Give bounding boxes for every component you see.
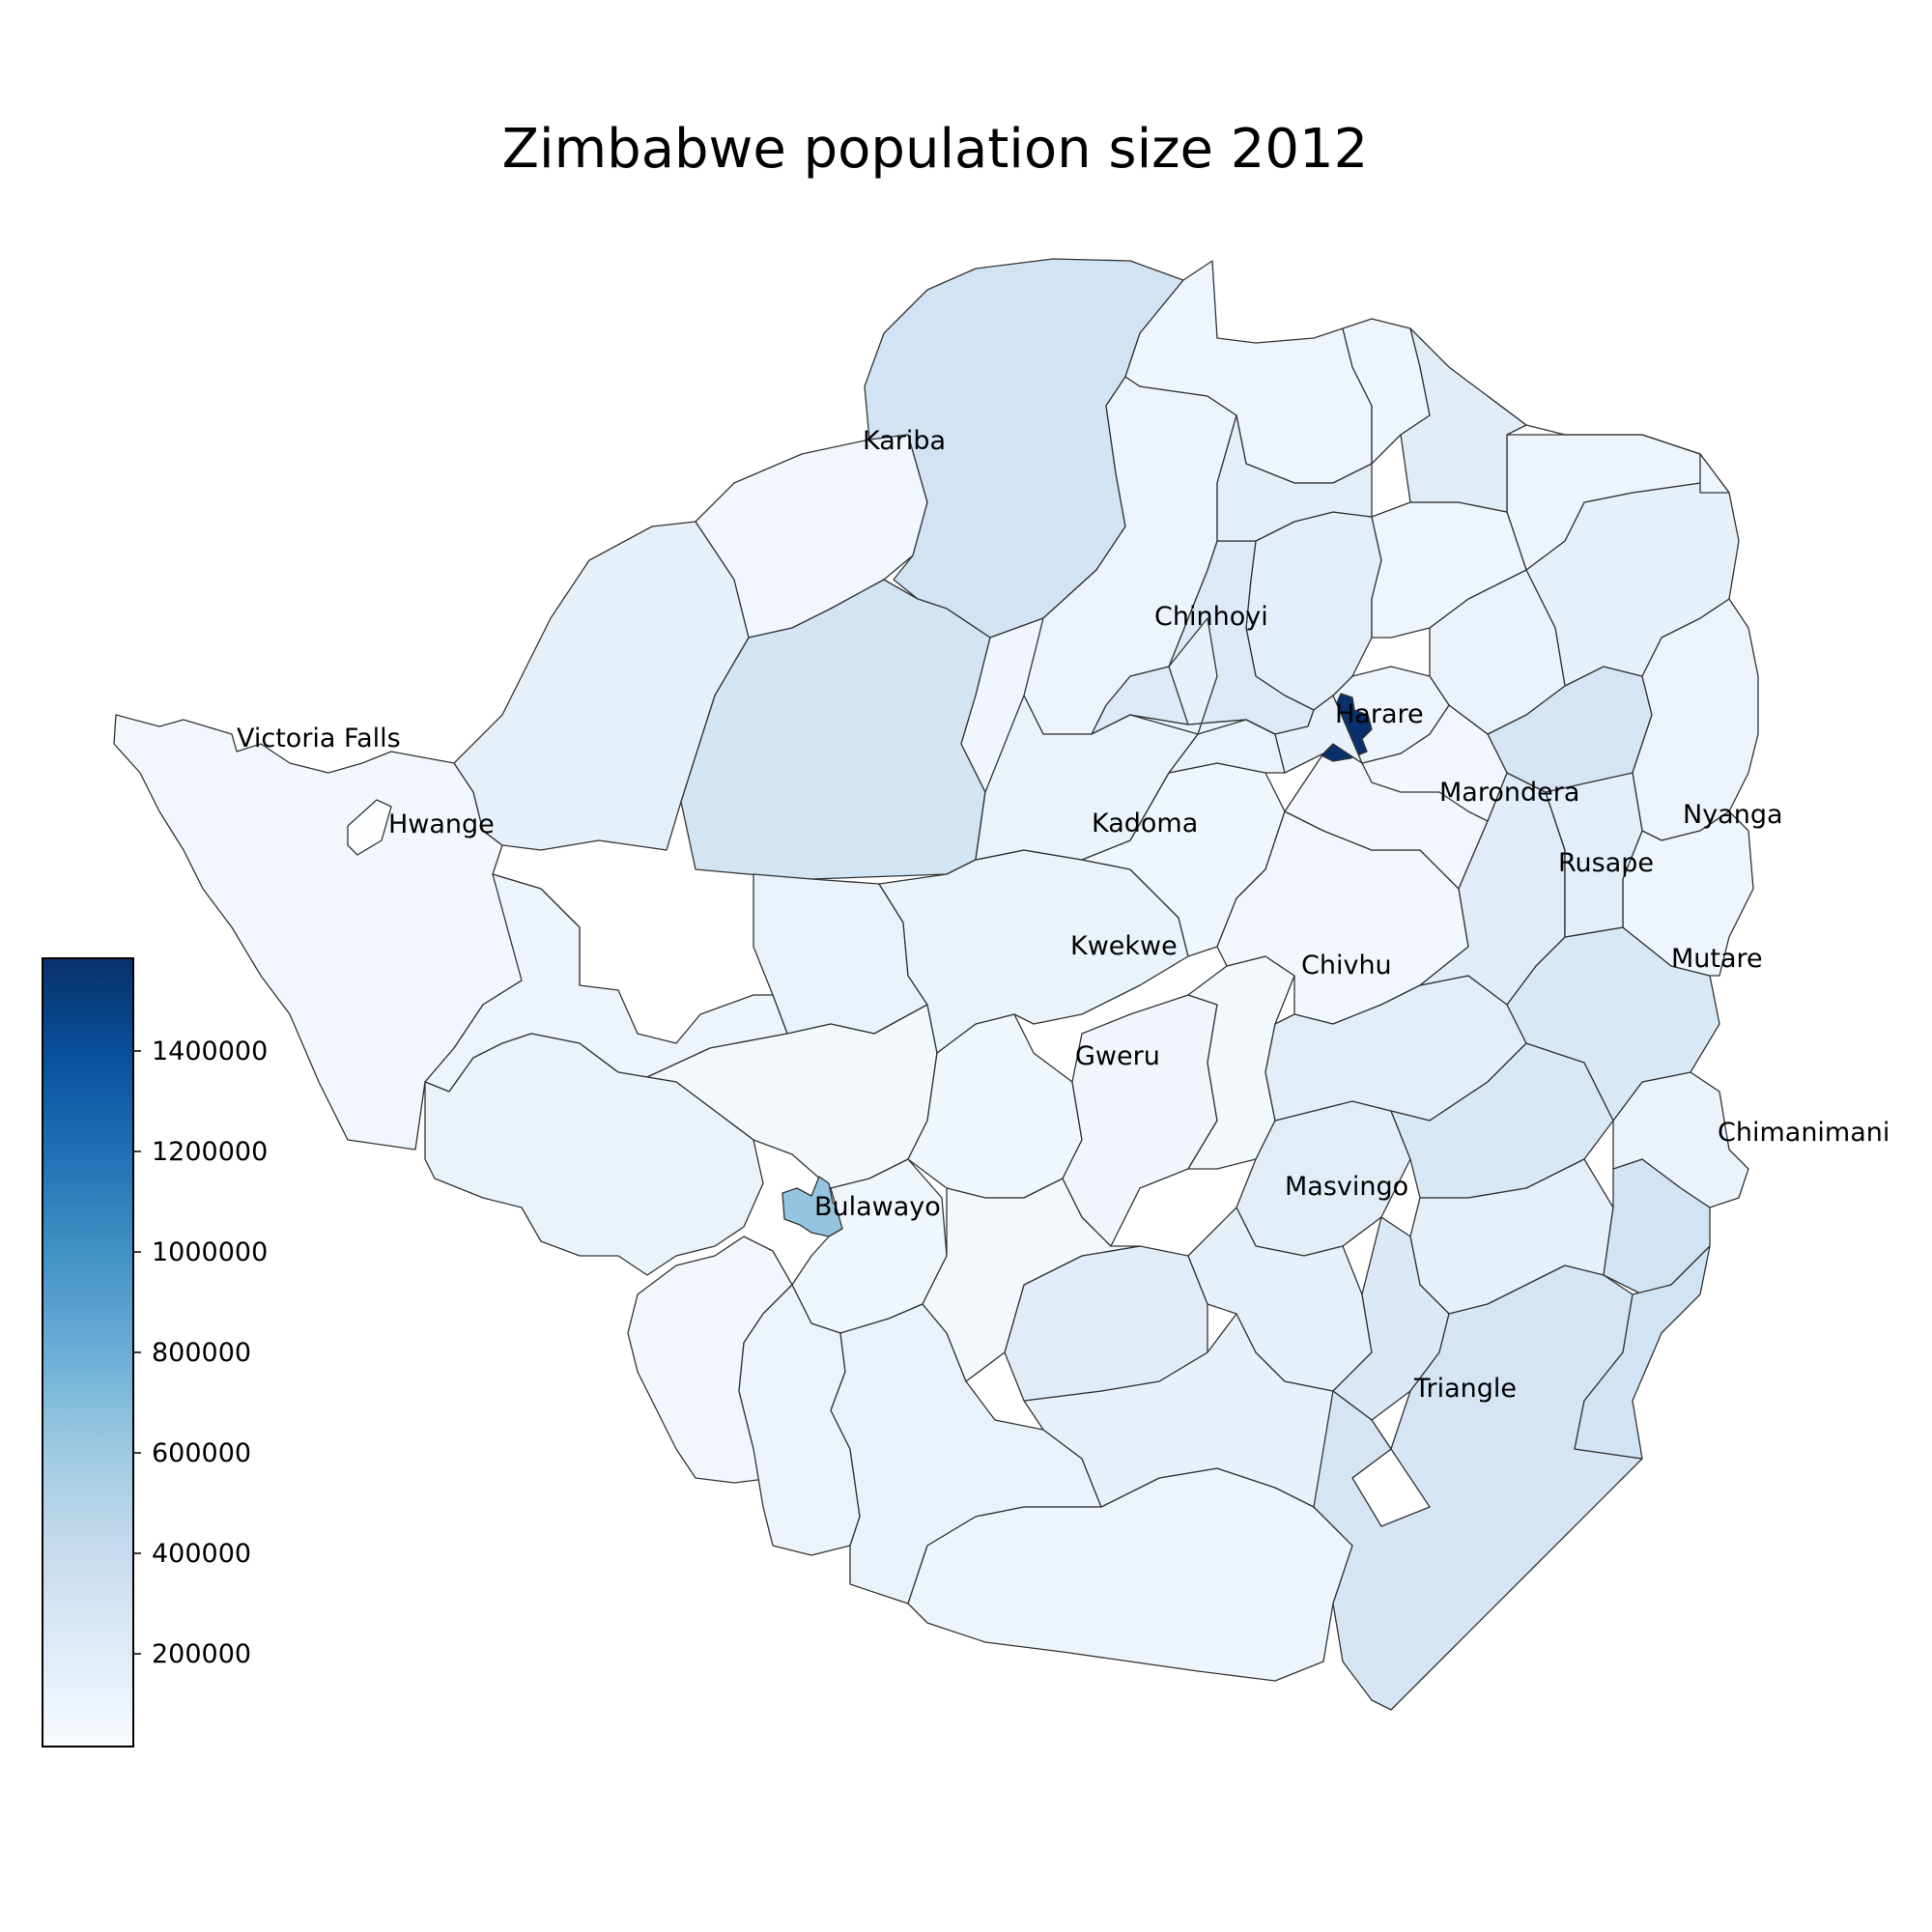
city-label-marondera: Marondera <box>1439 778 1579 808</box>
district <box>1168 617 1363 774</box>
district <box>1390 1042 1614 1199</box>
district <box>975 695 1199 861</box>
districts <box>113 258 1759 1711</box>
colorbar: 200000 400000 600000 800000 1000000 1200… <box>42 957 268 1747</box>
city-label-chimanimani: Chimanimani <box>1718 1118 1889 1148</box>
city-label-hwange: Hwange <box>388 810 495 839</box>
district <box>1313 1264 1643 1711</box>
district <box>424 1033 764 1276</box>
district <box>1332 1216 1450 1421</box>
map-title: Zimbabwe population size 2012 <box>502 118 1369 181</box>
colorbar-tick-label: 400000 <box>152 1539 251 1569</box>
colorbar-gradient <box>42 957 134 1747</box>
district <box>922 1178 1141 1382</box>
city-label-bulawayo: Bulawayo <box>814 1192 941 1222</box>
city-label-kwekwe: Kwekwe <box>1070 931 1178 961</box>
colorbar-tick-label: 800000 <box>152 1338 251 1368</box>
city-label-nyanga: Nyanga <box>1683 800 1783 830</box>
district <box>1216 414 1373 542</box>
district <box>1062 994 1218 1247</box>
district <box>1400 327 1527 513</box>
city-label-victoria-falls: Victoria Falls <box>237 724 401 753</box>
colorbar-tick-label: 600000 <box>152 1438 251 1468</box>
district <box>347 799 392 856</box>
colorbar-tick-label: 200000 <box>152 1639 251 1669</box>
city-label-chivhu: Chivhu <box>1301 951 1392 980</box>
colorbar-tick-label: 1000000 <box>152 1237 268 1267</box>
city-label-kadoma: Kadoma <box>1092 809 1198 838</box>
city-label-kariba: Kariba <box>863 426 946 456</box>
city-label-masvingo: Masvingo <box>1285 1172 1408 1202</box>
city-labels: Kariba Victoria Falls Hwange Chinhoyi Ha… <box>237 426 1889 1404</box>
city-label-rusape: Rusape <box>1558 848 1654 878</box>
city-label-triangle: Triangle <box>1413 1374 1517 1404</box>
colorbar-tick-label: 1400000 <box>152 1037 268 1066</box>
colorbar-tick-label: 1200000 <box>152 1137 268 1167</box>
city-label-mutare: Mutare <box>1671 944 1763 974</box>
city-label-harare: Harare <box>1335 699 1424 729</box>
city-label-gweru: Gweru <box>1075 1041 1160 1071</box>
district <box>1574 1245 1711 1460</box>
district <box>1545 772 1643 938</box>
district <box>1487 395 1730 494</box>
colorbar-ticks: 200000 400000 600000 800000 1000000 1200… <box>133 1037 268 1669</box>
city-label-chinhoyi: Chinhoyi <box>1154 602 1268 632</box>
